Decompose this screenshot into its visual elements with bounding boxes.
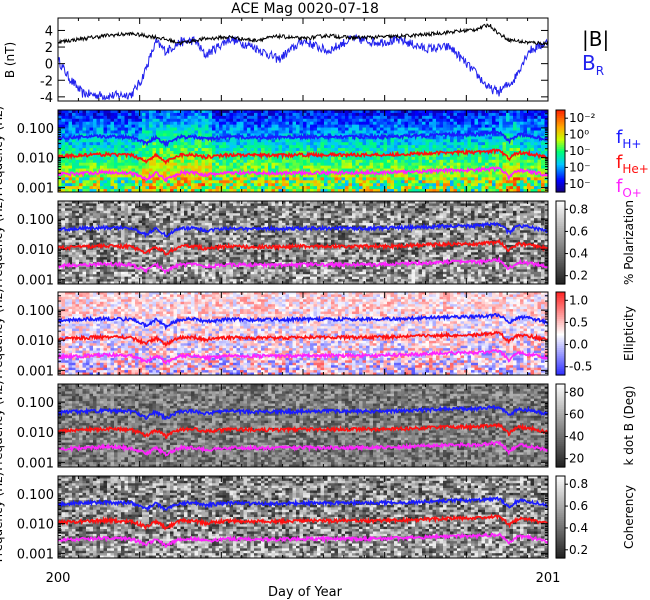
y-tick-label: 0.010 <box>17 334 54 349</box>
x-tick-label-start: 200 <box>46 571 71 586</box>
legend-total-b: |B| <box>582 27 609 51</box>
y-axis-label-b: B (nT) <box>3 42 17 78</box>
legend-top: |B| BR <box>582 27 609 78</box>
colorbar: 10⁻² 10⁰ 10⁻ 10⁻ 10⁻ <box>555 109 596 193</box>
x-axis-label: Day of Year <box>268 585 343 600</box>
y-tick-label: 0.001 <box>17 364 54 379</box>
legend-fHe: fHe+ <box>616 152 649 176</box>
y-axis-label-frequency: Frequency (Hz) <box>0 380 5 471</box>
colorbar-tick-label: 0.6 <box>569 224 588 238</box>
colorbar-label: Ellipticity <box>622 306 636 361</box>
y-tick-label: 0.001 <box>17 181 54 196</box>
colorbar: 0.8 0.6 0.4 0.2 Coherency <box>555 475 636 559</box>
y-tick-label: 0.100 <box>17 488 54 503</box>
gyro-line-fHe <box>58 238 548 256</box>
gyro-line-fHe <box>58 422 548 439</box>
gyro-line-fH <box>58 404 548 421</box>
legend-fO: fO+ <box>616 176 642 200</box>
colorbar-label: k dot B (Deg) <box>622 386 636 466</box>
colorbar-tick-label: 60 <box>569 407 584 421</box>
legend-gyro: fH+ fHe+ fO+ <box>616 127 649 200</box>
colorbar-tick-label: 0.2 <box>569 543 588 557</box>
y-tick-label: 0.010 <box>17 426 54 441</box>
x-tick-label-end: 201 <box>536 571 561 586</box>
colorbar: 80 60 40 20 k dot B (Deg) <box>555 383 636 468</box>
y-tick-label: 0.100 <box>17 304 54 319</box>
colorbar-tick-label: 40 <box>569 430 584 444</box>
colorbar-tick-label: 0.5 <box>569 315 588 329</box>
y-axis-label-frequency: Frequency (Hz) <box>0 472 5 563</box>
gyro-line-fHe <box>58 330 548 347</box>
gyro-line-fHe <box>58 513 548 531</box>
series-br-line <box>58 33 548 101</box>
gyro-line-fH <box>58 495 548 513</box>
colorbar-tick-label: 0.8 <box>569 202 588 216</box>
colorbar-tick-label: 10⁻ <box>569 177 591 191</box>
y-tick-label: 0.010 <box>17 152 54 167</box>
colorbar-tick-label: 0.2 <box>569 269 588 283</box>
gyro-line-fO <box>58 165 548 184</box>
gyro-line-fO <box>58 531 548 549</box>
gyro-line-fHe <box>58 148 548 166</box>
y-tick-label: 0.001 <box>17 273 54 288</box>
panel-spectrogram-4: 0.100 0.010 0.001 Frequency (Hz) 80 60 40 20 k d… <box>0 380 636 471</box>
y-tick-label: 0.010 <box>17 518 54 533</box>
colorbar-label: Coherency <box>622 485 636 549</box>
y-tick-label: 4 <box>45 24 53 39</box>
series-total-b-line <box>58 23 548 47</box>
panel-b-field: 4 2 0-2 -4 B (nT) <box>3 17 549 106</box>
colorbar-tick-label: 10⁻² <box>569 111 596 125</box>
colorbar-tick-label: 1.0 <box>569 293 588 307</box>
y-tick-label: 0.100 <box>17 396 54 411</box>
figure-title: ACE Mag 0020-07-18 <box>231 1 379 17</box>
gyro-line-fH <box>58 312 548 331</box>
colorbar-tick-label: 0.4 <box>569 247 588 261</box>
colorbar: 1.0 0.5 0.0 -0.5 Ellipticity <box>555 291 636 376</box>
heatmap-cells <box>58 476 548 558</box>
colorbar-label: % Polarization <box>622 200 636 285</box>
gyro-line-fO <box>58 440 548 457</box>
y-axis-label-frequency: Frequency (Hz) <box>0 197 5 288</box>
legend-fH: fH+ <box>616 127 641 151</box>
y-tick-label: 0.010 <box>17 243 54 258</box>
colorbar-tick-label: 10⁰ <box>569 128 589 142</box>
colorbar-tick-label: 10⁻ <box>569 160 591 174</box>
colorbar-tick-label: 20 <box>569 452 584 466</box>
heatmap-cells <box>58 384 548 467</box>
gyro-line-fO <box>58 348 548 365</box>
y-tick-label: -2 <box>40 74 53 89</box>
y-tick-label: 0.001 <box>17 456 54 471</box>
colorbar-tick-label: 0.6 <box>569 499 588 513</box>
y-tick-label: 2 <box>45 41 53 56</box>
colorbar: 0.8 0.6 0.4 0.2 % Polarization <box>555 200 636 285</box>
y-tick-label: 0.100 <box>17 122 54 137</box>
y-tick-label: 0.100 <box>17 213 54 228</box>
gyro-line-fO <box>58 256 548 275</box>
y-tick-label: -4 <box>40 91 53 106</box>
colorbar-tick-label: 10⁻ <box>569 144 591 158</box>
colorbar-tick-label: -0.5 <box>569 360 592 374</box>
legend-br: BR <box>582 51 604 78</box>
y-axis-label-frequency: Frequency (Hz) <box>0 288 5 379</box>
colorbar-tick-label: 0.0 <box>569 338 588 352</box>
y-tick-label: 0.001 <box>17 547 54 562</box>
heatmap-cells <box>58 201 548 284</box>
colorbar-tick-label: 0.4 <box>569 521 588 535</box>
colorbar-tick-label: 0.8 <box>569 477 588 491</box>
y-tick-label: 0 <box>45 58 53 73</box>
y-axis-label-frequency: Frequency (Hz) <box>0 106 5 197</box>
gyro-line-fH <box>58 129 548 148</box>
panel-spectrogram-3: 0.100 0.010 0.001 Frequency (Hz) 1.0 0.5 0.0 -0… <box>0 288 636 379</box>
x-axis-group: 200 201 Day of Year <box>46 571 561 600</box>
gyro-line-fH <box>58 221 548 239</box>
colorbar-tick-label: 80 <box>569 385 584 399</box>
